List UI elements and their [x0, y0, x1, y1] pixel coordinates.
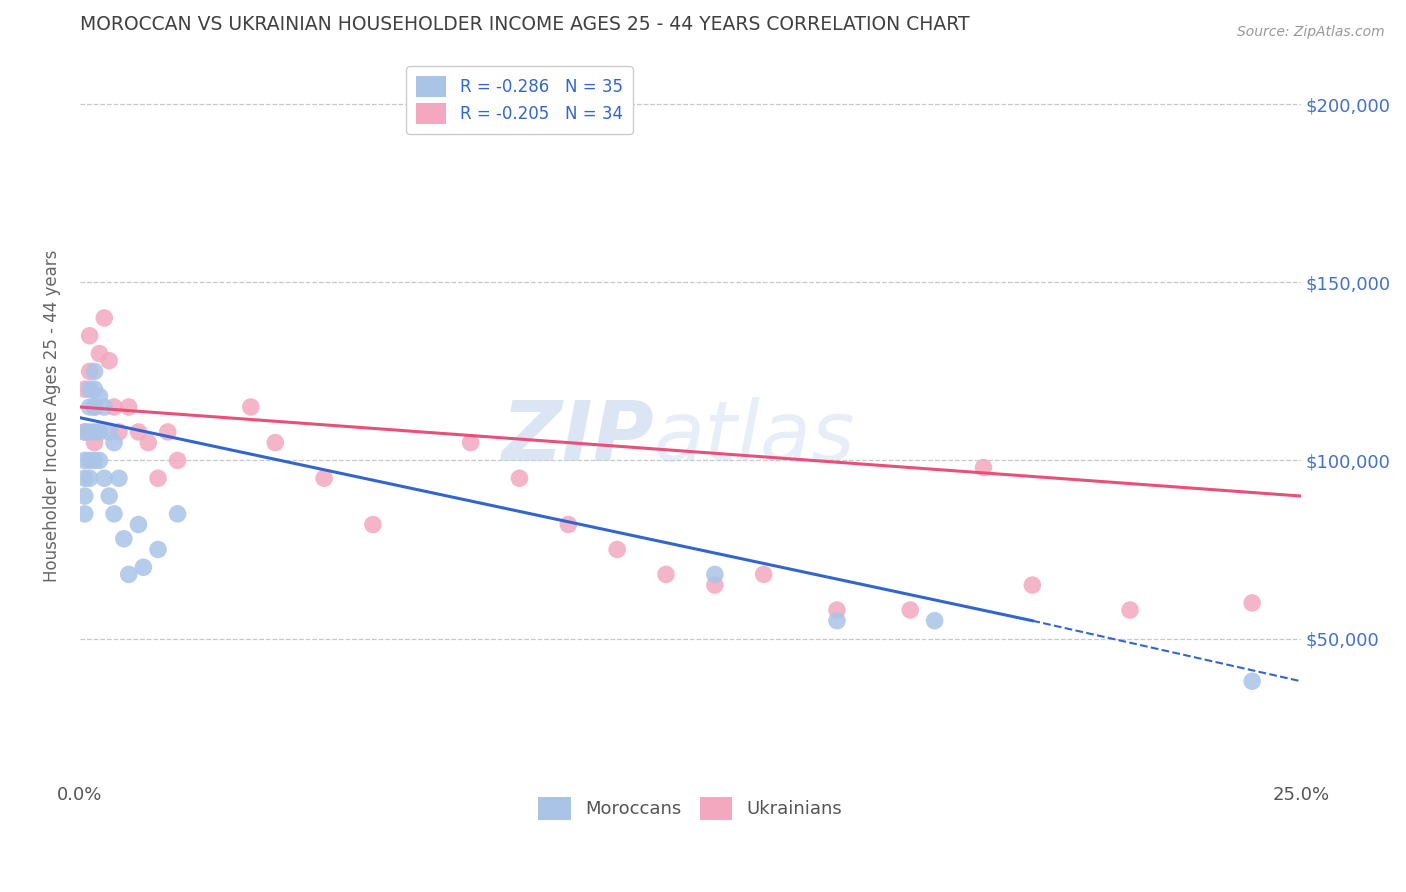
- Text: Source: ZipAtlas.com: Source: ZipAtlas.com: [1237, 25, 1385, 39]
- Point: [118, 400, 141, 414]
- Point: [239, 400, 262, 414]
- Point: [83, 400, 105, 414]
- Point: [752, 567, 775, 582]
- Point: [361, 517, 384, 532]
- Text: MOROCCAN VS UKRAINIAN HOUSEHOLDER INCOME AGES 25 - 44 YEARS CORRELATION CHART: MOROCCAN VS UKRAINIAN HOUSEHOLDER INCOME…: [80, 15, 970, 34]
- Point: [146, 471, 169, 485]
- Point: [825, 614, 848, 628]
- Point: [166, 507, 188, 521]
- Point: [73, 507, 96, 521]
- Point: [103, 507, 125, 521]
- Point: [973, 460, 995, 475]
- Point: [83, 400, 105, 414]
- Point: [460, 435, 482, 450]
- Point: [73, 425, 96, 439]
- Point: [83, 435, 105, 450]
- Point: [73, 471, 96, 485]
- Point: [703, 578, 725, 592]
- Text: ZIP: ZIP: [501, 397, 654, 478]
- Point: [314, 471, 336, 485]
- Point: [606, 542, 628, 557]
- Point: [79, 382, 101, 396]
- Point: [89, 346, 111, 360]
- Point: [83, 453, 105, 467]
- Point: [79, 400, 101, 414]
- Point: [93, 400, 115, 414]
- Point: [93, 310, 115, 325]
- Text: atlas: atlas: [654, 397, 855, 478]
- Point: [1241, 596, 1264, 610]
- Point: [132, 560, 155, 574]
- Point: [146, 542, 169, 557]
- Point: [112, 532, 135, 546]
- Point: [825, 603, 848, 617]
- Point: [79, 328, 101, 343]
- Point: [924, 614, 946, 628]
- Y-axis label: Householder Income Ages 25 - 44 years: Householder Income Ages 25 - 44 years: [44, 250, 60, 582]
- Point: [1021, 578, 1043, 592]
- Point: [79, 425, 101, 439]
- Point: [73, 425, 96, 439]
- Point: [108, 471, 131, 485]
- Point: [136, 435, 159, 450]
- Point: [898, 603, 921, 617]
- Point: [98, 353, 121, 368]
- Point: [79, 364, 101, 378]
- Point: [166, 453, 188, 467]
- Point: [73, 382, 96, 396]
- Point: [83, 425, 105, 439]
- Point: [264, 435, 287, 450]
- Point: [1119, 603, 1142, 617]
- Point: [127, 425, 149, 439]
- Legend: Moroccans, Ukrainians: Moroccans, Ukrainians: [531, 790, 849, 827]
- Point: [73, 453, 96, 467]
- Point: [83, 364, 105, 378]
- Point: [557, 517, 579, 532]
- Point: [89, 453, 111, 467]
- Point: [103, 435, 125, 450]
- Point: [89, 389, 111, 403]
- Point: [1241, 674, 1264, 689]
- Point: [93, 471, 115, 485]
- Point: [83, 382, 105, 396]
- Point: [89, 425, 111, 439]
- Point: [73, 489, 96, 503]
- Point: [508, 471, 530, 485]
- Point: [127, 517, 149, 532]
- Point: [703, 567, 725, 582]
- Point: [103, 400, 125, 414]
- Point: [108, 425, 131, 439]
- Point: [156, 425, 179, 439]
- Point: [79, 453, 101, 467]
- Point: [98, 489, 121, 503]
- Point: [655, 567, 678, 582]
- Point: [98, 425, 121, 439]
- Point: [118, 567, 141, 582]
- Point: [79, 471, 101, 485]
